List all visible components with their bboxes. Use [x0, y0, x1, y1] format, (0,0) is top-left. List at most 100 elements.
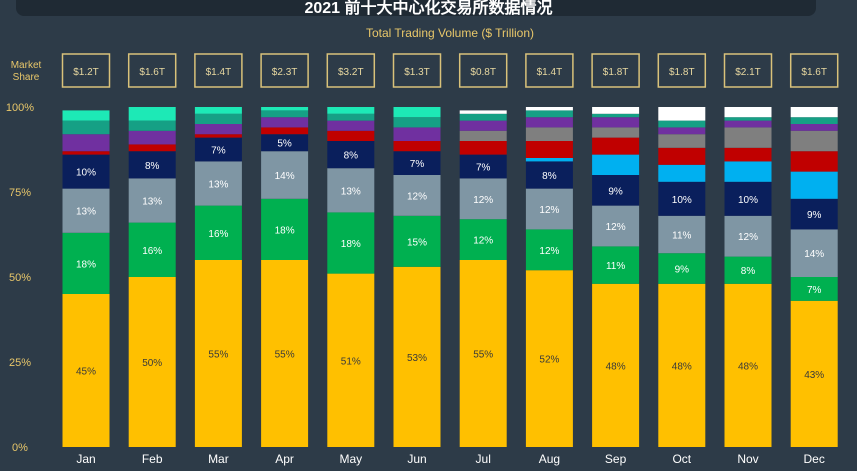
data-label: 12% — [407, 191, 427, 202]
y-tick-label: 25% — [9, 357, 31, 369]
bar-segment — [658, 164, 706, 182]
bar-segment — [658, 107, 706, 121]
bar-segment — [525, 229, 573, 271]
bar-segment — [790, 277, 838, 301]
bar-segment — [459, 219, 507, 260]
bar-segment — [658, 181, 706, 216]
bar-segment — [658, 120, 706, 128]
total-volume-box — [260, 53, 309, 88]
data-label: 53% — [407, 353, 427, 364]
bar-segment — [261, 117, 309, 128]
total-volume-label: $2.3T — [272, 67, 298, 78]
x-tick-label: Jan — [76, 452, 95, 466]
bar-segment — [592, 113, 640, 118]
chart-subtitle: Total Trading Volume ($ Trillion) — [365, 26, 535, 40]
data-label: 9% — [807, 210, 822, 221]
total-volume-label: $1.8T — [669, 67, 695, 78]
bar-segment — [459, 178, 507, 220]
bar-segment — [62, 120, 110, 135]
data-label: 55% — [473, 350, 493, 361]
bar-segment — [194, 134, 242, 138]
bar-segment — [790, 171, 838, 199]
bar-segment — [525, 188, 573, 230]
data-label: 7% — [807, 285, 822, 296]
bar-segment — [393, 117, 441, 128]
bar-segment — [62, 232, 110, 294]
bar-segment — [261, 134, 309, 152]
bar-segment — [194, 205, 242, 260]
bar-segment — [459, 130, 507, 141]
data-label: 51% — [341, 356, 361, 367]
bar-segment — [62, 188, 110, 233]
x-tick-label: Dec — [804, 452, 825, 466]
total-volume-box — [392, 53, 442, 88]
bar-segment — [261, 127, 309, 135]
total-volume-box — [127, 53, 177, 88]
bar-segment — [525, 127, 573, 141]
bar-segment — [724, 147, 772, 162]
y-tick-label: 100% — [6, 102, 34, 114]
bar-segment — [592, 175, 640, 206]
total-volume-label: $1.6T — [139, 67, 165, 78]
total-volume-label: $0.8T — [470, 67, 496, 78]
data-label: 45% — [76, 367, 96, 378]
bar-segment — [327, 107, 375, 114]
bar-segment — [62, 294, 110, 447]
bar-segment — [393, 107, 441, 118]
bar-segment — [261, 107, 309, 111]
data-label: 7% — [211, 146, 226, 157]
data-label: 7% — [410, 159, 425, 170]
y-tick-label: 50% — [9, 272, 31, 284]
bar-segment — [62, 151, 110, 155]
data-label: 13% — [208, 180, 228, 191]
total-volume-label: $1.4T — [537, 67, 563, 78]
bar-segment — [592, 154, 640, 175]
total-volume-box — [326, 53, 376, 88]
title-banner — [16, 0, 816, 16]
y-axis-label: Market Share — [10, 60, 42, 83]
bar-segment — [128, 277, 176, 447]
bar-segment — [62, 110, 110, 121]
chart-title: 2021 前十大中心化交易所数据情况 — [304, 0, 553, 17]
bar-segment — [62, 134, 110, 152]
bar-segment — [128, 107, 176, 121]
x-tick-label: Jun — [407, 452, 426, 466]
total-volume-box — [591, 53, 640, 88]
bar-segment — [592, 283, 640, 447]
bar-segment — [327, 120, 375, 131]
bar-segment — [592, 117, 640, 128]
bar-segment — [194, 113, 242, 124]
data-label: 11% — [606, 261, 625, 272]
bar-segment — [724, 283, 772, 447]
data-label: 43% — [804, 370, 824, 381]
total-volume-box — [525, 53, 574, 88]
bar-segment — [525, 110, 573, 118]
data-label: 10% — [738, 195, 758, 206]
bar-segment — [459, 154, 507, 179]
total-volume-label: $1.2T — [73, 67, 99, 78]
bar-segment — [393, 215, 441, 267]
total-volume-label: $2.1T — [735, 67, 761, 78]
total-volume-label: $1.8T — [603, 67, 629, 78]
total-volume-label: $1.3T — [404, 67, 430, 78]
bar-segment — [261, 110, 309, 118]
bar-segment — [327, 212, 375, 274]
x-tick-label: Feb — [142, 452, 163, 466]
data-label: 11% — [672, 231, 691, 242]
data-label: 8% — [741, 266, 756, 277]
bar-segment — [724, 181, 772, 216]
bar-segment — [393, 141, 441, 152]
bar-segment — [327, 113, 375, 121]
bar-segment — [525, 161, 573, 189]
bar-segment — [658, 134, 706, 148]
bar-segment — [393, 151, 441, 175]
data-label: 12% — [473, 195, 493, 206]
bar-segment — [393, 266, 441, 447]
data-label: 48% — [738, 361, 758, 372]
bar-segment — [525, 141, 573, 158]
bar-segment — [525, 117, 573, 128]
bar-segment — [790, 107, 838, 118]
data-label: 48% — [606, 361, 626, 372]
bar-segment — [459, 141, 507, 155]
